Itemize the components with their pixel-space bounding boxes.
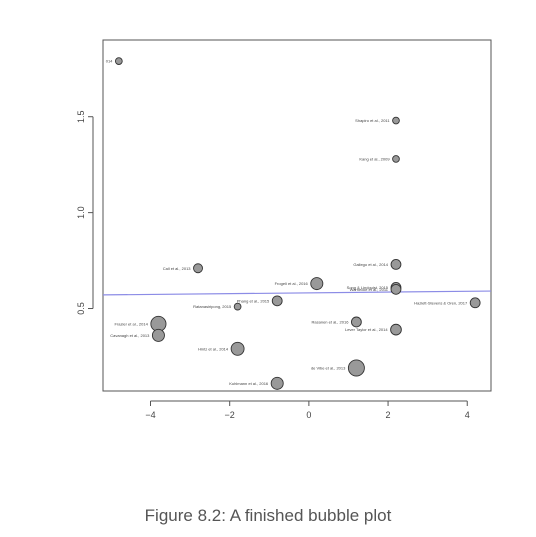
bubble bbox=[271, 295, 283, 307]
point-label: Rasanen et al., 2016 bbox=[312, 320, 350, 325]
x-tick-label: −2 bbox=[225, 410, 235, 420]
bubble bbox=[230, 341, 245, 356]
point-label: Cavanagh et al., 2013 bbox=[110, 333, 150, 338]
y-axis: 0.5 1.0 1.5 bbox=[76, 110, 94, 315]
bubble-plot: 0.5 1.0 1.5 −4 −2 0 2 4 014 Shapiro et al., 201… bbox=[76, 39, 492, 420]
x-tick-label: 0 bbox=[306, 410, 311, 420]
bubble bbox=[392, 116, 400, 125]
bubble bbox=[390, 259, 402, 270]
point-label: Lever Taylor et al., 2014 bbox=[345, 327, 388, 332]
bubble bbox=[151, 328, 165, 342]
x-tick-label: 4 bbox=[465, 410, 470, 420]
point-label: Kang et al., 2009 bbox=[359, 157, 390, 162]
point-label: Frazier et al., 2014 bbox=[114, 321, 148, 326]
bubble bbox=[310, 277, 324, 291]
figure-caption: Figure 8.2: A finished bubble plot bbox=[144, 506, 392, 525]
bubble bbox=[347, 359, 365, 377]
plot-area: 014 Shapiro et al., 2011 Kang et al., 2009… bbox=[103, 57, 491, 390]
bubble bbox=[390, 283, 402, 295]
bubble bbox=[390, 323, 402, 336]
bubble bbox=[193, 263, 203, 274]
x-tick-label: −4 bbox=[145, 410, 155, 420]
point-label: 014 bbox=[106, 59, 113, 64]
regression-line bbox=[103, 290, 491, 296]
y-tick-label: 1.0 bbox=[76, 206, 86, 219]
point-label: Shapiro et al., 2011 bbox=[355, 118, 390, 123]
point-label: Song & Lindquist, 2015 bbox=[347, 285, 389, 290]
point-label: Phang et al., 2015 bbox=[237, 298, 270, 303]
plot-marks: 014 Shapiro et al., 2011 Kang et al., 2009… bbox=[103, 57, 491, 390]
y-tick-label: 0.5 bbox=[76, 302, 86, 315]
point-label: Call et al., 2013 bbox=[163, 266, 192, 271]
point-label: Frogeli et al., 2016 bbox=[275, 281, 309, 286]
bubble bbox=[270, 376, 284, 390]
point-label: Hintz et al., 2014 bbox=[198, 346, 229, 351]
y-tick-label: 1.5 bbox=[76, 110, 86, 123]
bubble bbox=[469, 297, 481, 309]
bubble bbox=[114, 57, 123, 65]
point-label: Kuhlmann et al., 2016 bbox=[229, 381, 269, 386]
point-label: de Vibe et al., 2013 bbox=[311, 366, 346, 371]
bubble bbox=[392, 155, 400, 163]
plot-frame bbox=[102, 39, 492, 392]
point-label: Ratanasiripong, 2015 bbox=[193, 304, 232, 309]
point-label: Gallego et al., 2014 bbox=[353, 262, 388, 267]
point-label: Warnecke et al., 2011 bbox=[350, 287, 389, 292]
x-axis: −4 −2 0 2 4 bbox=[145, 400, 470, 420]
bubble bbox=[233, 302, 242, 311]
bubble bbox=[350, 316, 362, 328]
point-label: Hazlett-Stevens & Oren, 2017 bbox=[414, 300, 468, 305]
x-tick-label: 2 bbox=[386, 410, 391, 420]
